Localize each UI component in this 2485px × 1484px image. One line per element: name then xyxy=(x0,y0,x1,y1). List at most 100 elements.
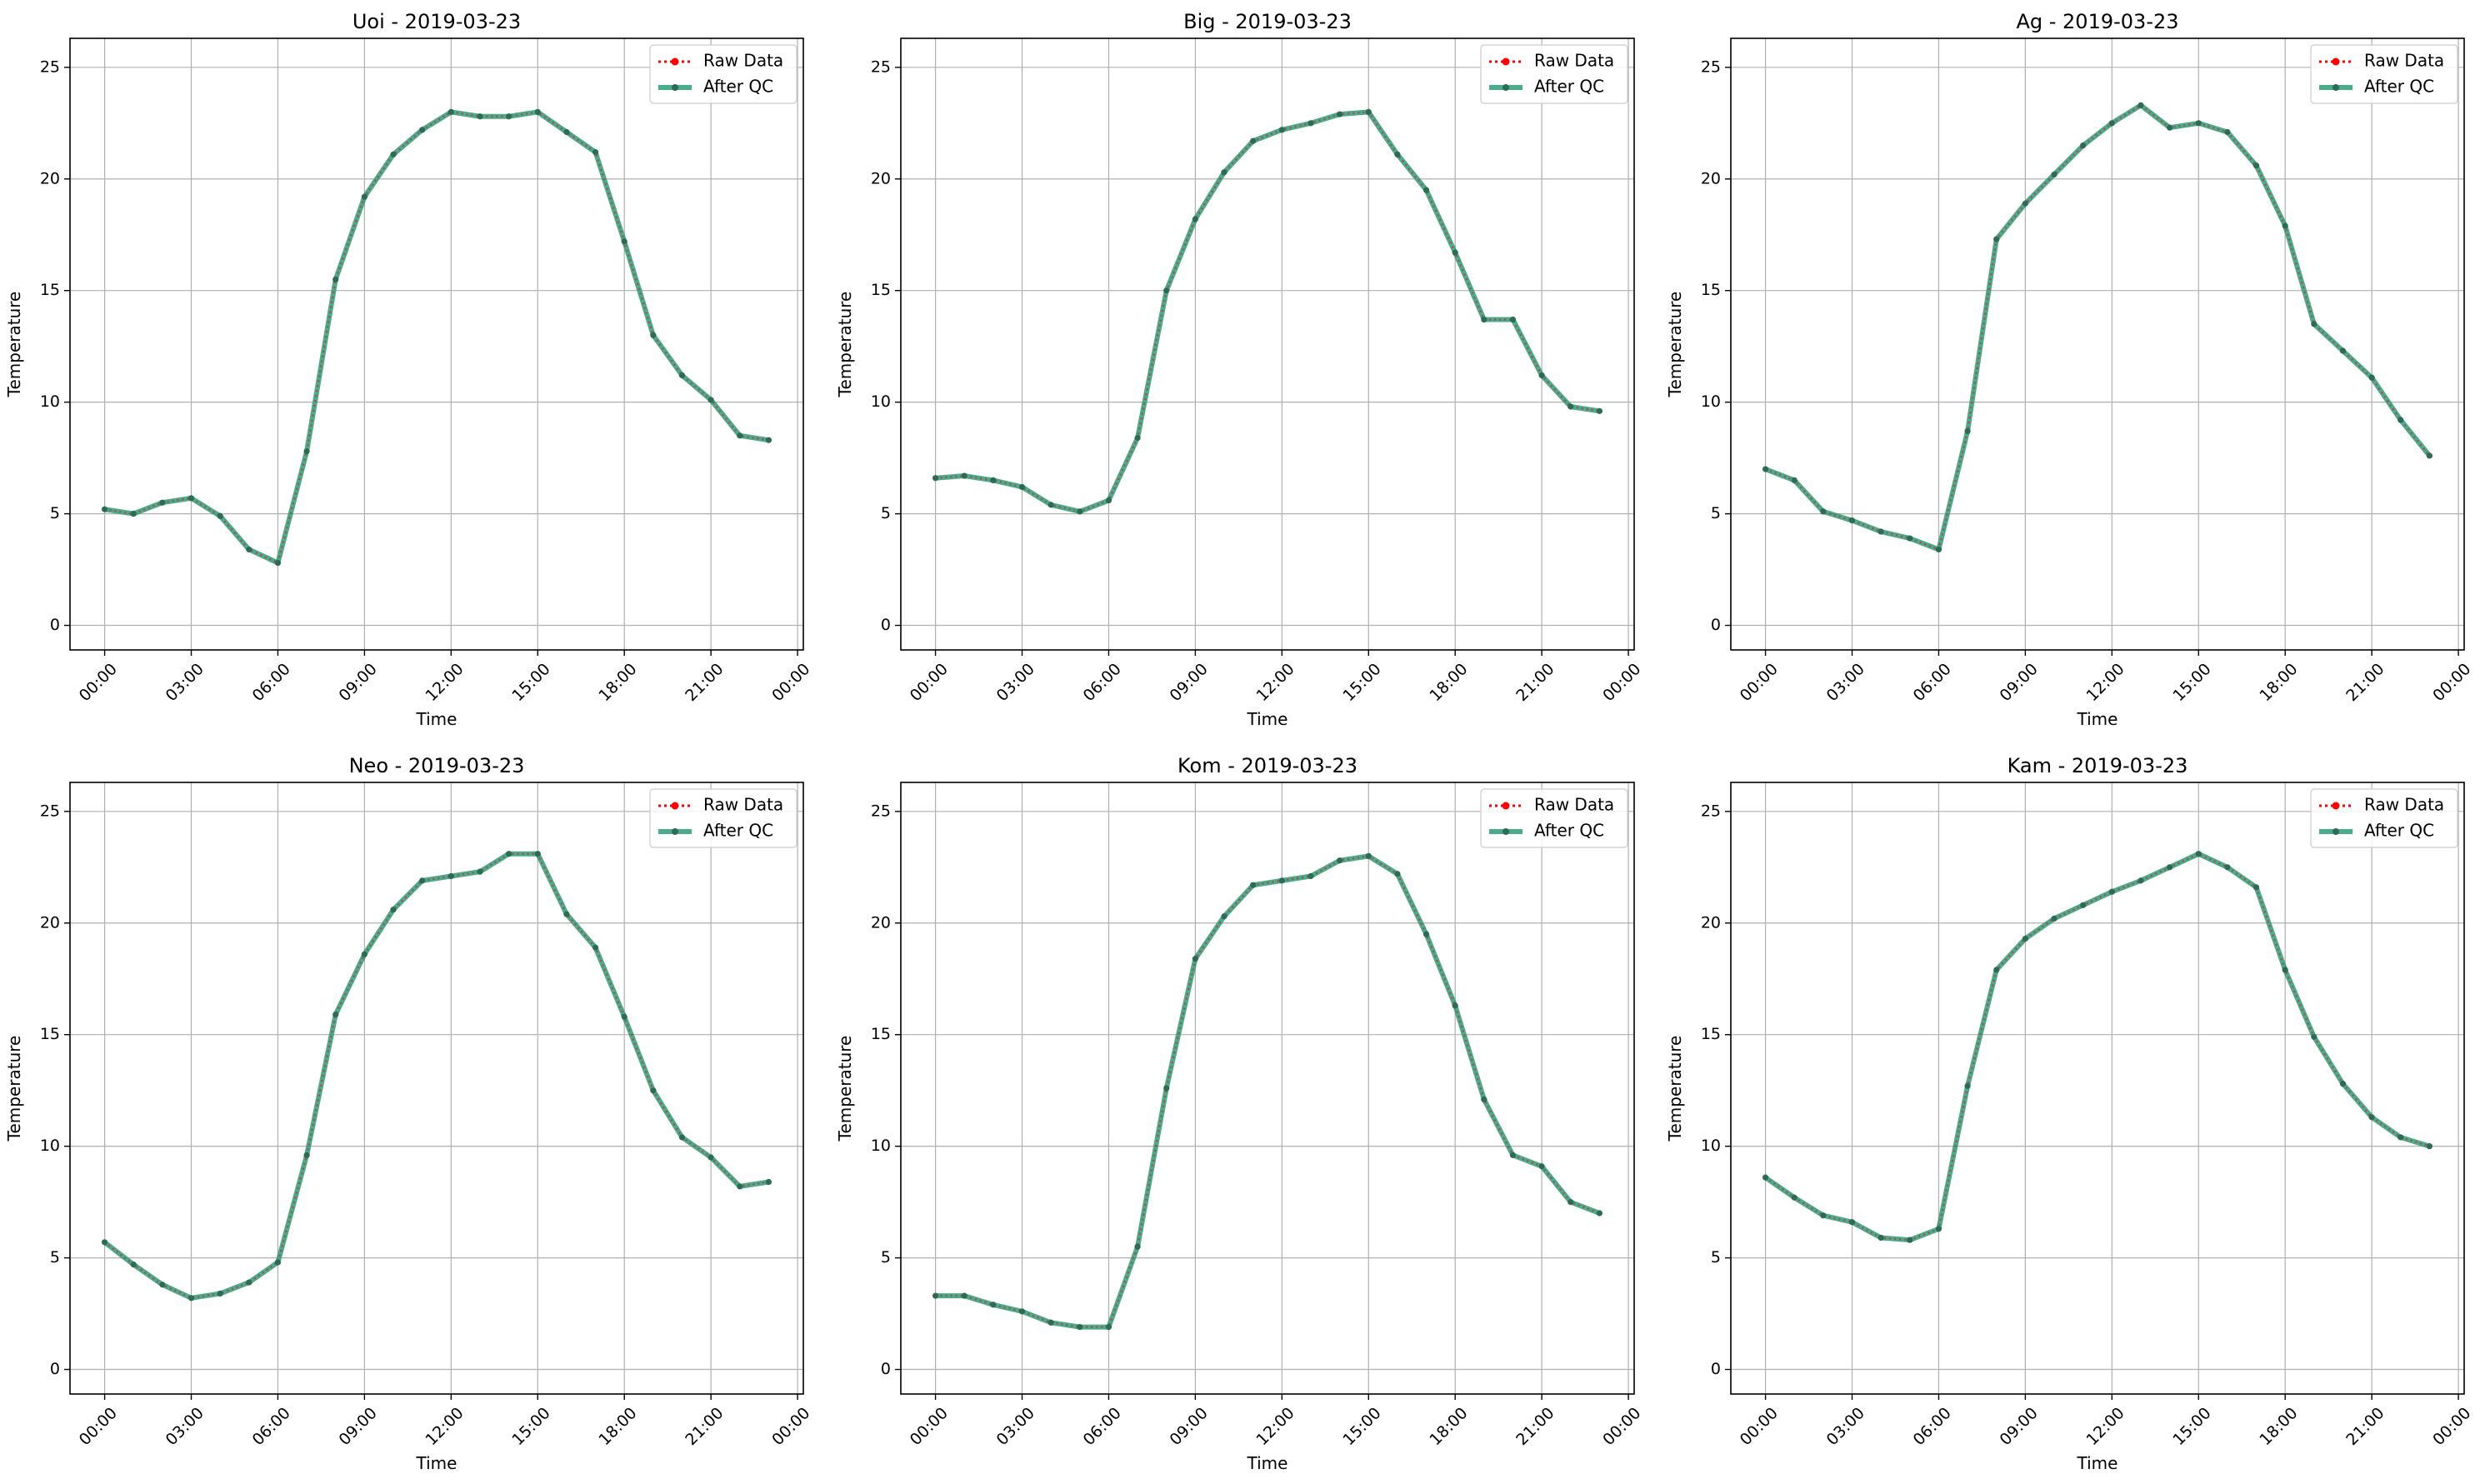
after-qc-point xyxy=(621,238,628,245)
x-tick-label: 06:00 xyxy=(1080,1404,1125,1449)
after-qc-point xyxy=(246,546,252,553)
after-qc-point xyxy=(1509,316,1517,323)
y-tick-label: 15 xyxy=(40,281,60,299)
x-tick-label: 15:00 xyxy=(1339,1404,1384,1449)
after-qc-point xyxy=(477,113,483,120)
after-qc-point xyxy=(2282,967,2288,973)
y-tick-label: 10 xyxy=(871,392,891,411)
x-tick-label: 18:00 xyxy=(595,660,640,705)
subplot-title: Ag - 2019-03-23 xyxy=(2016,10,2178,33)
subplot-title: Big - 2019-03-23 xyxy=(1183,10,1352,33)
x-tick-label: 18:00 xyxy=(595,1404,640,1449)
after-qc-point xyxy=(563,911,570,917)
y-tick-label: 20 xyxy=(871,169,891,187)
legend: Raw Data After QC xyxy=(649,788,798,848)
after-qc-point xyxy=(1452,249,1458,256)
subplot-1: 00:00 03:00 06:00 09:00 12:00 15:00 18:00 21:00… xyxy=(4,10,813,729)
after-qc-point xyxy=(1278,877,1285,884)
x-tick-label: 09:00 xyxy=(336,1404,381,1449)
legend-label-after-qc: After QC xyxy=(1534,77,1604,97)
after-qc-point xyxy=(2224,864,2231,871)
legend-label-after-qc: After QC xyxy=(1534,821,1604,841)
after-qc-point xyxy=(1568,403,1574,410)
y-tick-label: 25 xyxy=(1701,802,1721,820)
after-qc-point xyxy=(1596,1210,1603,1217)
x-tick-label: 09:00 xyxy=(336,660,381,705)
after-qc-point xyxy=(130,510,137,517)
y-axis-label: Temperature xyxy=(1665,1036,1685,1142)
y-tick-label: 15 xyxy=(1701,281,1721,299)
x-tick-label: 00:00 xyxy=(76,660,121,705)
after-qc-point xyxy=(1308,120,1314,127)
series-line-after-qc xyxy=(932,853,1602,1330)
after-qc-point xyxy=(2224,128,2231,136)
legend-label-after-qc: After QC xyxy=(703,821,773,841)
legend-label-after-qc: After QC xyxy=(2364,77,2434,97)
x-tick-label: 15:00 xyxy=(508,660,553,705)
subplot-title: Neo - 2019-03-23 xyxy=(349,754,525,777)
after-qc-point xyxy=(932,475,939,482)
x-tick-label: 00:00 xyxy=(1599,660,1644,705)
y-tick-label: 25 xyxy=(871,802,891,820)
legend-marker-raw-data xyxy=(1502,57,1510,66)
after-qc-point xyxy=(1278,127,1285,133)
after-qc-point xyxy=(1221,169,1228,176)
x-tick-label: 00:00 xyxy=(907,1404,952,1449)
x-tick-label: 12:00 xyxy=(2082,660,2128,705)
x-tick-label: 00:00 xyxy=(76,1404,121,1449)
after-qc-point xyxy=(592,944,599,951)
y-axis-label: Temperature xyxy=(835,292,855,398)
after-qc-point xyxy=(332,1011,339,1018)
y-tick-label: 0 xyxy=(50,616,60,634)
after-qc-point xyxy=(217,512,223,519)
y-axis-label: Temperature xyxy=(835,1036,855,1142)
after-qc-point xyxy=(506,851,512,857)
x-axis-label: Time xyxy=(416,1453,458,1473)
after-qc-point xyxy=(2426,452,2433,459)
y-tick-label: 20 xyxy=(1701,913,1721,932)
x-tick-label: 12:00 xyxy=(2082,1404,2128,1449)
x-tick-label: 06:00 xyxy=(249,1404,294,1449)
series-line-raw-data xyxy=(935,855,1600,1328)
after-qc-point xyxy=(2426,1143,2433,1150)
subplot-3: 00:00 03:00 06:00 09:00 12:00 15:00 18:00 21:00… xyxy=(1665,10,2474,729)
after-qc-point xyxy=(1394,871,1401,877)
legend-marker-raw-data xyxy=(2332,57,2340,66)
legend: Raw Data After QC xyxy=(2310,788,2458,848)
after-qc-point xyxy=(2138,102,2144,108)
y-tick-label: 20 xyxy=(40,169,60,187)
legend-marker-after-qc xyxy=(2332,828,2339,835)
after-qc-point xyxy=(361,951,368,957)
legend-label-raw-data: Raw Data xyxy=(703,51,783,71)
y-tick-label: 20 xyxy=(40,913,60,932)
after-qc-point xyxy=(765,437,772,443)
axes-frame xyxy=(1730,782,2465,1395)
after-qc-point xyxy=(188,495,195,502)
after-qc-point xyxy=(563,128,570,136)
after-qc-point xyxy=(1422,931,1430,937)
after-qc-point xyxy=(1964,1082,1971,1089)
after-qc-point xyxy=(1878,528,1884,535)
after-qc-point xyxy=(1018,1308,1026,1315)
axes-frame xyxy=(900,782,1635,1395)
legend: Raw Data After QC xyxy=(1480,788,1628,848)
y-tick-label: 25 xyxy=(40,802,60,820)
after-qc-point xyxy=(2368,1114,2375,1121)
y-tick-label: 20 xyxy=(1701,169,1721,187)
legend-marker-after-qc xyxy=(672,828,678,835)
after-qc-point xyxy=(1192,956,1198,962)
after-qc-point xyxy=(2282,222,2288,229)
after-qc-point xyxy=(2051,915,2058,922)
x-tick-label: 15:00 xyxy=(508,1404,553,1449)
after-qc-point xyxy=(419,127,426,133)
after-qc-point xyxy=(2339,347,2347,354)
x-tick-label: 00:00 xyxy=(768,660,813,705)
after-qc-point xyxy=(130,1262,137,1268)
legend-marker-raw-data xyxy=(2332,802,2340,810)
y-tick-label: 5 xyxy=(50,504,60,522)
y-tick-label: 15 xyxy=(871,1025,891,1043)
after-qc-point xyxy=(332,276,339,282)
after-qc-point xyxy=(1964,427,1971,435)
after-qc-point xyxy=(1134,434,1141,442)
after-qc-point xyxy=(188,1295,195,1302)
